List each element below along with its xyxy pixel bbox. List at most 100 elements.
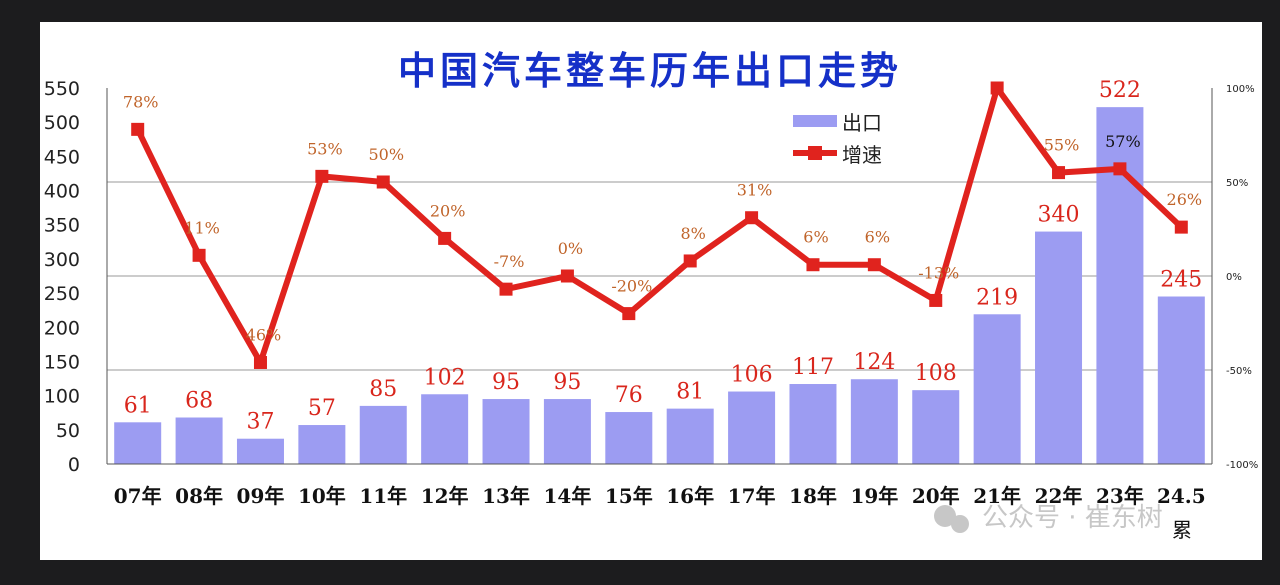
x-tick-label: 10年: [298, 484, 346, 508]
x-tick-label: 17年: [728, 484, 776, 508]
bar-value-label: 108: [915, 361, 957, 386]
growth-label: 46%: [246, 325, 282, 344]
bar: [789, 384, 837, 464]
x-tick-label: 07年: [114, 484, 162, 508]
bar: [359, 405, 407, 464]
chart-title: 中国汽车整车历年出口走势: [398, 48, 902, 93]
bar-value-label: 68: [185, 389, 213, 414]
left-tick-label: 250: [44, 283, 80, 305]
chart-svg: 中国汽车整车历年出口走势 0 50 100 150 200 250 300 350 400 450…: [44, 48, 1258, 542]
bar: [114, 422, 162, 464]
x-tick-label: 16年: [666, 484, 714, 508]
growth-marker: [560, 269, 574, 283]
left-tick-label: 400: [44, 181, 80, 203]
x-tick-label: 20年: [912, 484, 960, 508]
bar: [605, 412, 653, 464]
bar-value-label: 61: [124, 393, 152, 418]
bar: [236, 438, 284, 464]
growth-label: 20%: [430, 201, 466, 220]
left-tick-label: 100: [44, 386, 80, 408]
growth-label: 53%: [307, 139, 343, 158]
bar: [850, 379, 898, 464]
wechat-icon-bubble: [951, 515, 969, 533]
legend: 出口 增速: [793, 111, 882, 167]
left-tick-label: 500: [44, 112, 80, 134]
x-tick-label: 24.5: [1157, 484, 1206, 508]
chart-card: 中国汽车整车历年出口走势 0 50 100 150 200 250 300 350 400 450…: [40, 22, 1262, 560]
growth-marker: [438, 231, 452, 245]
bar-value-label: 95: [492, 370, 520, 395]
bar-value-label: 102: [424, 365, 466, 390]
growth-marker: [929, 293, 943, 307]
x-tick-label: 15年: [605, 484, 653, 508]
x-tick-label: 11年: [359, 484, 407, 508]
bar-value-label: 522: [1099, 78, 1141, 103]
x-tick-label: 09年: [237, 484, 285, 508]
growth-label: -13%: [918, 263, 959, 282]
right-tick-label: 100%: [1226, 84, 1255, 95]
growth-line: [131, 81, 1188, 369]
left-tick-label: 550: [44, 78, 80, 100]
right-tick-label: 50%: [1226, 178, 1248, 189]
bar-value-label: 85: [369, 377, 397, 402]
x-tick-label: 22年: [1035, 484, 1083, 508]
left-tick-label: 350: [44, 215, 80, 237]
legend-bar-label: 出口: [842, 111, 882, 135]
bar: [298, 425, 346, 464]
left-axis-ticks: 0 50 100 150 200 250 300 350 400 450 500 550: [44, 78, 80, 476]
watermark: 公众号 · 崔东树: [934, 503, 1163, 533]
growth-marker: [867, 258, 881, 272]
bar: [728, 391, 776, 464]
x-tick-label: 13年: [482, 484, 530, 508]
growth-label: 11%: [184, 218, 220, 237]
growth-marker: [683, 254, 697, 268]
growth-marker: [806, 258, 820, 272]
wechat-icon: [934, 505, 956, 527]
growth-marker: [192, 248, 206, 262]
bar-value-label: 57: [308, 396, 336, 421]
legend-line-marker: [808, 146, 822, 160]
growth-marker: [1052, 166, 1066, 180]
left-tick-label: 0: [68, 454, 80, 476]
right-tick-label: -50%: [1226, 366, 1252, 377]
growth-marker: [1174, 220, 1188, 234]
bar-value-label: 117: [792, 355, 834, 380]
left-tick-label: 150: [44, 351, 80, 373]
legend-line-label: 增速: [842, 143, 882, 167]
growth-label: -7%: [494, 252, 525, 271]
bar: [1035, 231, 1083, 464]
bar: [543, 399, 591, 464]
legend-bar-swatch: [793, 115, 837, 127]
bar: [912, 390, 960, 464]
growth-label: 57%: [1105, 132, 1141, 151]
x-tick-label: 12年: [421, 484, 469, 508]
growth-label: 0%: [558, 239, 583, 258]
growth-marker: [499, 282, 513, 296]
bar-value-label: 95: [553, 370, 581, 395]
bar-value-label: 81: [676, 380, 704, 405]
left-tick-label: 50: [56, 420, 80, 442]
bar: [666, 408, 714, 464]
bars: [114, 107, 1205, 464]
watermark-text: 公众号 · 崔东树: [982, 503, 1163, 533]
growth-label: 6%: [803, 228, 828, 247]
left-tick-label: 200: [44, 317, 80, 339]
bar-value-label: 76: [615, 383, 643, 408]
bar: [1096, 107, 1144, 464]
growth-line-path: [134, 85, 1184, 366]
x-tick-label: 08年: [175, 484, 223, 508]
right-tick-label: 0%: [1226, 272, 1242, 283]
x-tick-label: 18年: [789, 484, 837, 508]
bar-value-labels: 61 68 37 57 85 102 95 95 76 81 106 117 124 108 219 340 5…: [124, 78, 1203, 435]
bar-value-label: 106: [731, 363, 773, 388]
bar: [482, 399, 530, 464]
growth-label: 78%: [123, 92, 159, 111]
bar-value-label: 340: [1038, 203, 1080, 228]
growth-marker: [745, 211, 759, 225]
growth-label: 8%: [680, 224, 705, 243]
right-axis-ticks: -100% -50% 0% 50% 100%: [1226, 84, 1258, 471]
growth-marker: [131, 122, 145, 136]
growth-marker: [622, 307, 636, 321]
growth-marker: [253, 355, 267, 369]
growth-marker: [1113, 162, 1127, 176]
